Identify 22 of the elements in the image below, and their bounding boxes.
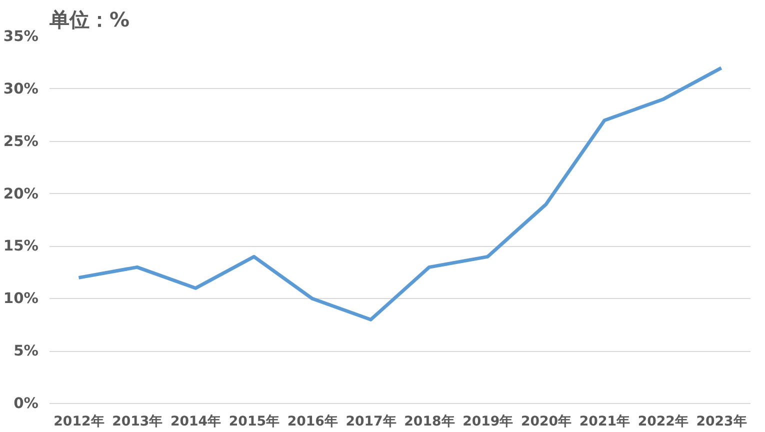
y-tick-label: 10% [3, 290, 39, 308]
y-tick-label: 0% [14, 395, 39, 412]
y-tick-label: 15% [3, 238, 39, 255]
x-tick-label: 2016年 [287, 414, 338, 430]
x-tick-label: 2019年 [462, 414, 513, 430]
y-axis-title: 单位：% [48, 8, 130, 32]
line-series [76, 66, 724, 322]
x-tick-label: 2017年 [346, 414, 396, 430]
y-tick-label: 35% [3, 28, 39, 45]
x-tick-label: 2013年 [112, 414, 162, 430]
x-tick-label: 2021年 [579, 414, 630, 430]
x-tick-label: 2014年 [170, 414, 221, 430]
y-tick-label: 5% [14, 342, 39, 360]
y-tick-label: 20% [3, 185, 39, 202]
y-tick-label: 25% [3, 132, 39, 150]
x-tick-label: 2020年 [520, 414, 572, 430]
x-tick-label: 2023年 [696, 414, 746, 430]
y-tick-label: 30% [3, 80, 39, 98]
x-tick-label: 2018年 [404, 414, 454, 430]
x-tick-label: 2022年 [638, 414, 688, 430]
x-tick-label: 2015年 [228, 414, 280, 430]
x-tick-label: 2012年 [54, 414, 104, 430]
